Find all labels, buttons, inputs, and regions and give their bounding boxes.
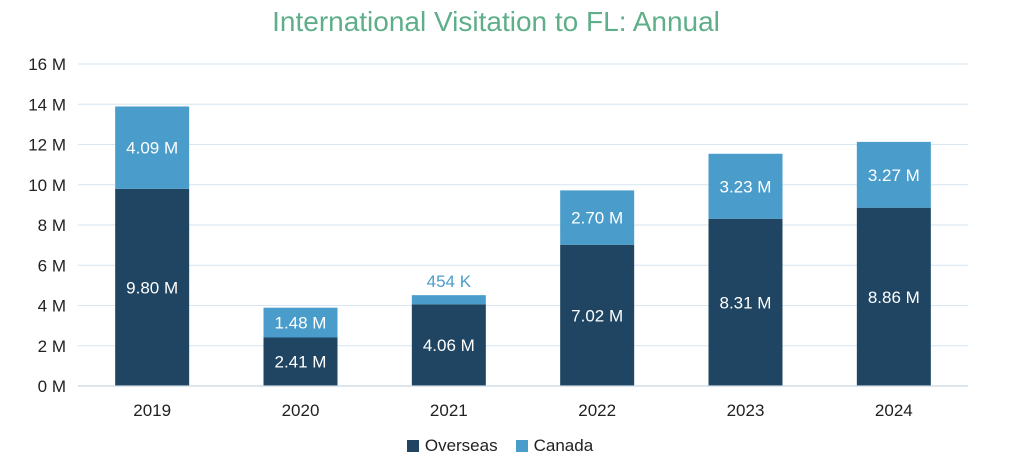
legend: Overseas Canada <box>0 436 1000 456</box>
x-tick-label: 2022 <box>578 401 616 420</box>
y-tick-label: 16 M <box>28 55 66 74</box>
bar-overseas-2024[interactable] <box>856 207 931 386</box>
data-label: 2.70 M <box>571 209 623 228</box>
data-label: 454 K <box>427 272 472 291</box>
x-tick-label: 2019 <box>133 401 171 420</box>
y-tick-label: 8 M <box>38 216 66 235</box>
chart-title: International Visitation to FL: Annual <box>272 6 720 37</box>
legend-swatch-canada <box>515 440 528 452</box>
legend-swatch-overseas <box>406 440 419 452</box>
x-tick-label: 2024 <box>875 401 913 420</box>
bar-overseas-2019[interactable] <box>115 188 190 386</box>
data-label: 4.06 M <box>423 336 475 355</box>
bar-canada-2020[interactable] <box>263 307 338 338</box>
bar-overseas-2022[interactable] <box>560 244 635 386</box>
data-label: 7.02 M <box>571 306 623 325</box>
y-tick-label: 2 M <box>38 337 66 356</box>
legend-label-canada: Canada <box>533 436 594 455</box>
data-label: 2.41 M <box>275 353 327 372</box>
data-label: 9.80 M <box>126 278 178 297</box>
bar-overseas-2020[interactable] <box>263 337 338 386</box>
data-label: 1.48 M <box>275 314 327 333</box>
y-tick-label: 0 M <box>38 377 66 396</box>
bar-canada-2019[interactable] <box>115 106 190 189</box>
bar-canada-2024[interactable] <box>856 141 931 208</box>
y-tick-label: 12 M <box>28 136 66 155</box>
y-tick-label: 4 M <box>38 297 66 316</box>
data-label: 4.09 M <box>126 139 178 158</box>
bar-canada-2021[interactable] <box>411 295 486 305</box>
legend-item-canada[interactable]: Canada <box>515 436 594 456</box>
bar-canada-2023[interactable] <box>708 153 783 219</box>
data-label: 8.31 M <box>720 293 772 312</box>
data-label: 3.27 M <box>868 166 920 185</box>
bar-overseas-2021[interactable] <box>411 304 486 386</box>
y-tick-label: 10 M <box>28 176 66 195</box>
y-tick-label: 14 M <box>28 95 66 114</box>
bar-canada-2022[interactable] <box>560 190 635 245</box>
x-tick-label: 2021 <box>430 401 468 420</box>
y-tick-label: 6 M <box>38 256 66 275</box>
legend-item-overseas[interactable]: Overseas <box>406 436 498 456</box>
bar-overseas-2023[interactable] <box>708 218 783 386</box>
data-label: 8.86 M <box>868 288 920 307</box>
data-label: 3.23 M <box>720 177 772 196</box>
legend-label-overseas: Overseas <box>424 436 498 455</box>
x-tick-label: 2023 <box>727 401 765 420</box>
x-tick-label: 2020 <box>282 401 320 420</box>
